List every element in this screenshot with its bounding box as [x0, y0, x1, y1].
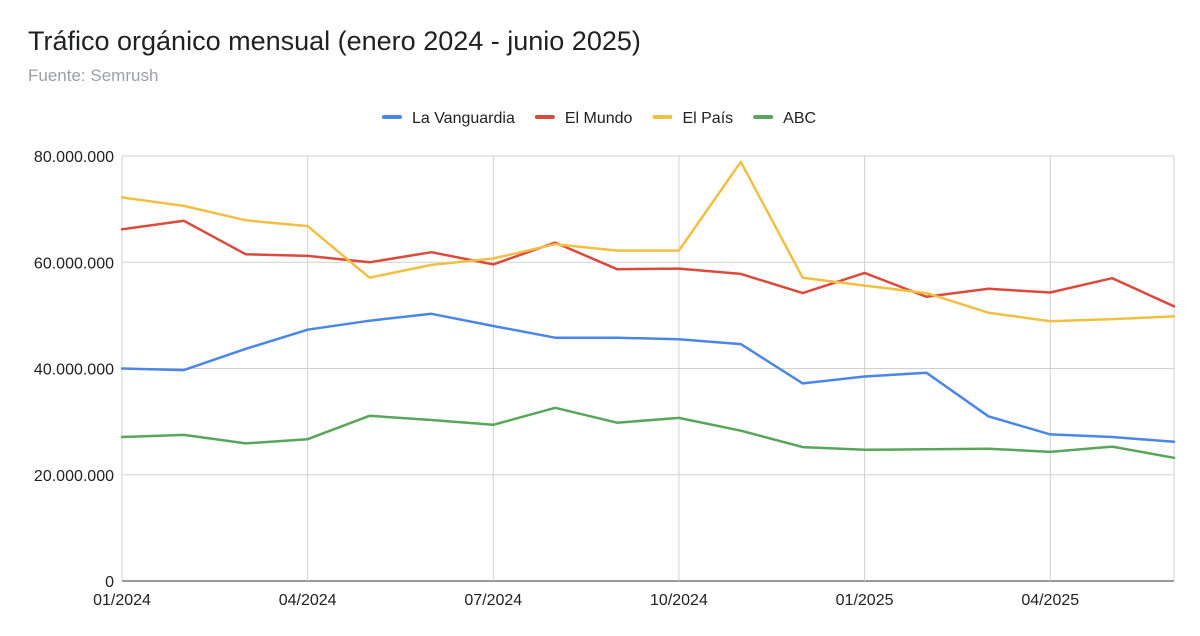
legend-label-el-pa-s: El País: [682, 110, 733, 127]
series-line-el-pa-s: [120, 160, 1176, 323]
x-tick-label: 04/2024: [279, 592, 337, 609]
x-tick-label: 01/2024: [93, 592, 151, 609]
series-line-la-vanguardia: [120, 312, 1176, 444]
legend-label-el-mundo: El Mundo: [565, 110, 633, 127]
series-line-abc: [120, 406, 1176, 460]
y-tick-label: 80.000.000: [34, 149, 114, 166]
x-tick-label: 04/2025: [1021, 592, 1079, 609]
y-tick-label: 60.000.000: [34, 255, 114, 272]
chart-title: Tráfico orgánico mensual (enero 2024 - j…: [28, 26, 641, 56]
legend-label-la-vanguardia: La Vanguardia: [412, 110, 515, 127]
x-tick-label: 07/2024: [464, 592, 522, 609]
y-tick-label: 40.000.000: [34, 362, 114, 379]
legend-label-abc: ABC: [783, 110, 816, 127]
series-line-el-mundo: [120, 219, 1176, 308]
y-tick-label: 0: [105, 574, 114, 591]
chart-subtitle: Fuente: Semrush: [28, 66, 159, 85]
x-tick-label: 01/2025: [836, 592, 894, 609]
x-tick-label: 10/2024: [650, 592, 708, 609]
y-tick-label: 20.000.000: [34, 468, 114, 485]
